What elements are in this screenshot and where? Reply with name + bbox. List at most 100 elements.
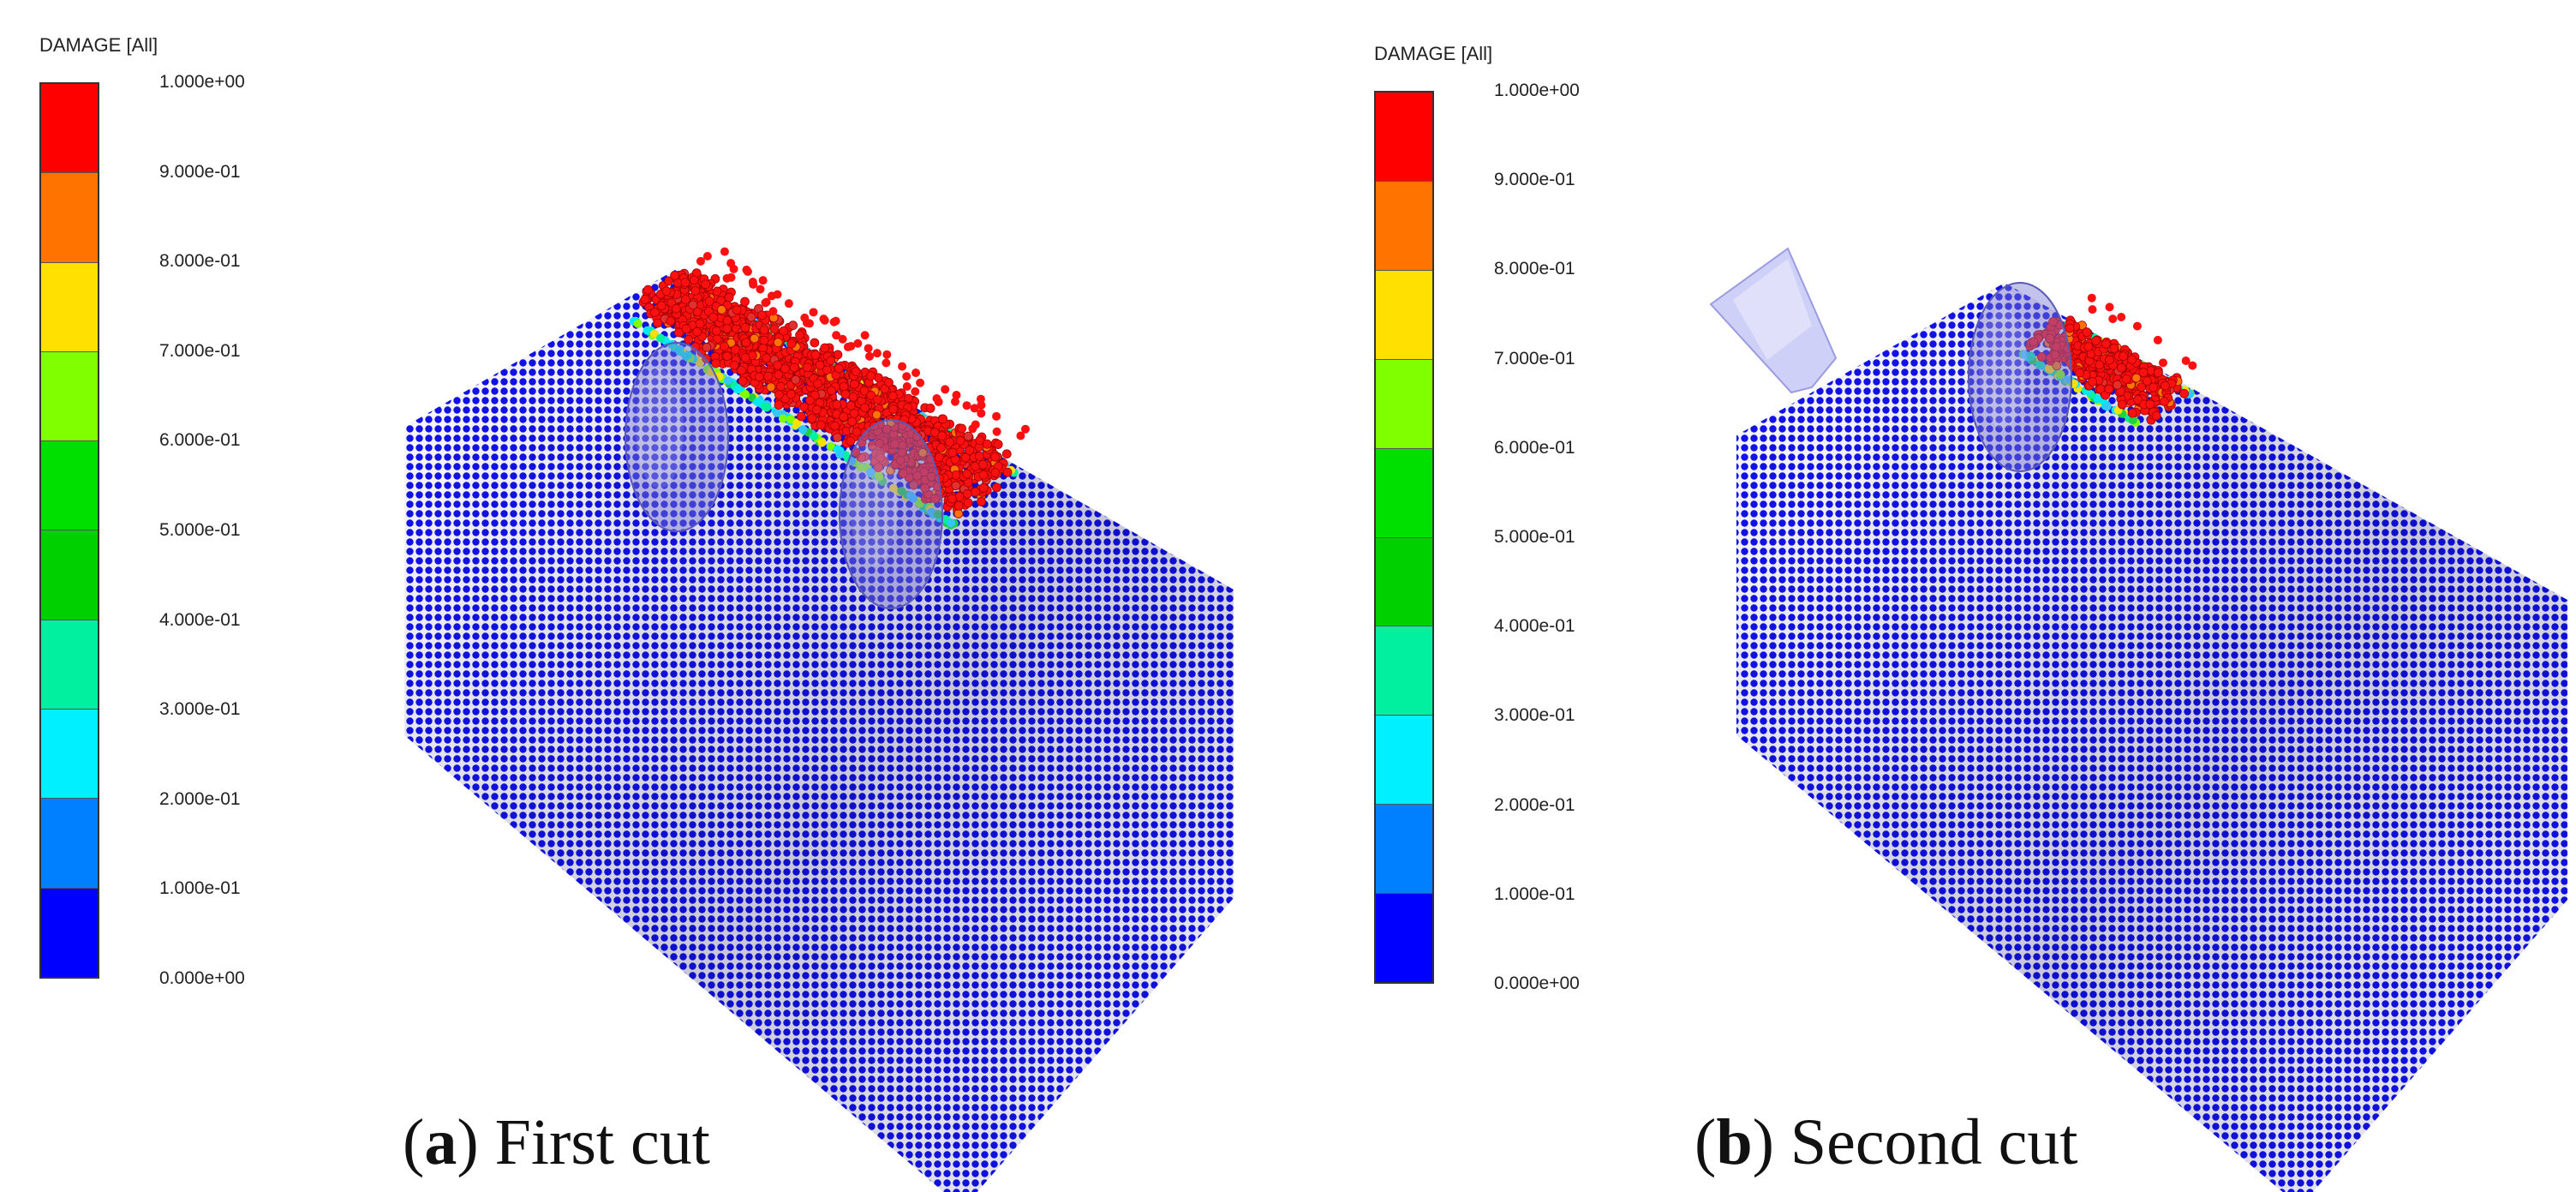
damage-particle: [758, 276, 768, 285]
damage-particle: [977, 409, 986, 418]
damage-particle: [2056, 370, 2065, 380]
damage-particle: [897, 487, 906, 496]
damage-particle: [2065, 323, 2075, 333]
damage-particle: [784, 299, 793, 308]
damage-particle: [872, 349, 882, 358]
damage-particle: [2104, 384, 2114, 394]
damage-particle: [945, 437, 955, 447]
damage-particle: [681, 351, 690, 361]
damage-particle: [2045, 333, 2055, 344]
legend-tick-label: 0.000e+00: [1494, 973, 1580, 993]
damage-particle: [947, 447, 958, 458]
legend-tick-label: 7.000e-01: [159, 340, 241, 361]
damage-particle: [741, 338, 751, 348]
damage-particle: [925, 403, 935, 413]
damage-particle: [656, 301, 666, 311]
damage-particle: [882, 358, 891, 368]
damage-particle: [738, 376, 748, 386]
legend-title: DAMAGE [All]: [39, 34, 158, 56]
damage-particle: [680, 278, 690, 288]
damage-particle: [2116, 362, 2126, 373]
damage-particle: [800, 313, 810, 322]
legend-tick-label: 1.000e-01: [1494, 884, 1575, 904]
damage-particle: [962, 489, 972, 499]
damage-particle: [2153, 368, 2163, 378]
cutting-tool: [1709, 247, 1838, 394]
legend-tick-label: 3.000e-01: [1494, 705, 1575, 726]
damage-particle: [2153, 335, 2162, 344]
damage-particle: [720, 247, 729, 256]
damage-particle: [846, 400, 856, 410]
damage-particle: [916, 378, 925, 387]
damage-particle: [778, 414, 787, 423]
damage-particle: [2151, 410, 2161, 421]
damage-particle: [898, 469, 908, 478]
damage-particle: [680, 295, 690, 305]
damage-particle: [711, 358, 721, 368]
damage-particle: [888, 483, 898, 493]
caption-letter: a: [424, 1106, 457, 1178]
damage-particle: [953, 509, 964, 518]
damage-particle: [689, 275, 699, 285]
damage-particle: [866, 390, 876, 400]
legend-swatch: [1376, 181, 1432, 271]
damage-particle: [2149, 382, 2159, 392]
damage-particle: [2035, 360, 2044, 369]
particle-block-shading: [404, 270, 1234, 1192]
damage-particle: [866, 371, 876, 380]
damage-particle: [746, 312, 756, 322]
damage-particle: [873, 463, 883, 473]
damage-particle: [898, 362, 907, 371]
damage-particle: [953, 500, 964, 511]
damage-particle: [930, 494, 941, 504]
damage-particle: [2020, 350, 2029, 359]
damage-particle: [2128, 416, 2137, 425]
damage-particle: [890, 439, 900, 449]
damage-particle: [692, 307, 702, 317]
particle-block-second-cut: [1709, 247, 2567, 1192]
damage-particle: [960, 452, 971, 463]
damage-particle: [688, 300, 698, 310]
damage-particle: [832, 399, 842, 410]
damage-particle: [2109, 344, 2119, 353]
damage-particle: [834, 363, 844, 374]
damage-particle: [762, 403, 771, 412]
legend-swatch: [1376, 359, 1432, 449]
damage-particle: [936, 443, 946, 452]
damage-particle: [722, 315, 732, 326]
damage-particle: [978, 459, 988, 470]
damage-particle: [786, 338, 797, 349]
damage-particle: [692, 326, 702, 337]
legend-tick-label: 6.000e-01: [1494, 437, 1575, 458]
legend-swatch: [1376, 270, 1432, 360]
damage-particle: [882, 350, 892, 359]
damage-particle: [643, 285, 653, 295]
damage-particle: [805, 395, 815, 405]
damage-particle: [684, 334, 694, 344]
damage-particle: [822, 365, 832, 374]
damage-particle: [817, 438, 827, 447]
damage-particle: [795, 330, 805, 340]
damage-particle: [865, 351, 875, 361]
damage-particle: [856, 463, 865, 472]
damage-particle: [947, 494, 957, 504]
damage-particle: [810, 338, 820, 348]
damage-particle: [779, 326, 789, 336]
damage-particle: [2132, 321, 2142, 331]
damage-particle: [2181, 356, 2190, 366]
damage-particle: [947, 518, 956, 528]
damage-particle: [902, 382, 911, 392]
legend-swatch: [1376, 448, 1432, 538]
damage-particle: [992, 411, 1001, 421]
damage-particle: [962, 401, 971, 410]
damage-particle: [941, 385, 950, 394]
damage-particle: [911, 368, 921, 378]
damage-particle: [965, 446, 975, 455]
damage-particle: [769, 324, 780, 334]
damage-particle: [970, 487, 980, 497]
damage-particle: [911, 386, 920, 396]
damage-particle: [849, 409, 859, 418]
damage-particle: [809, 308, 818, 317]
damage-particle: [978, 482, 989, 493]
damage-particle: [757, 310, 767, 320]
